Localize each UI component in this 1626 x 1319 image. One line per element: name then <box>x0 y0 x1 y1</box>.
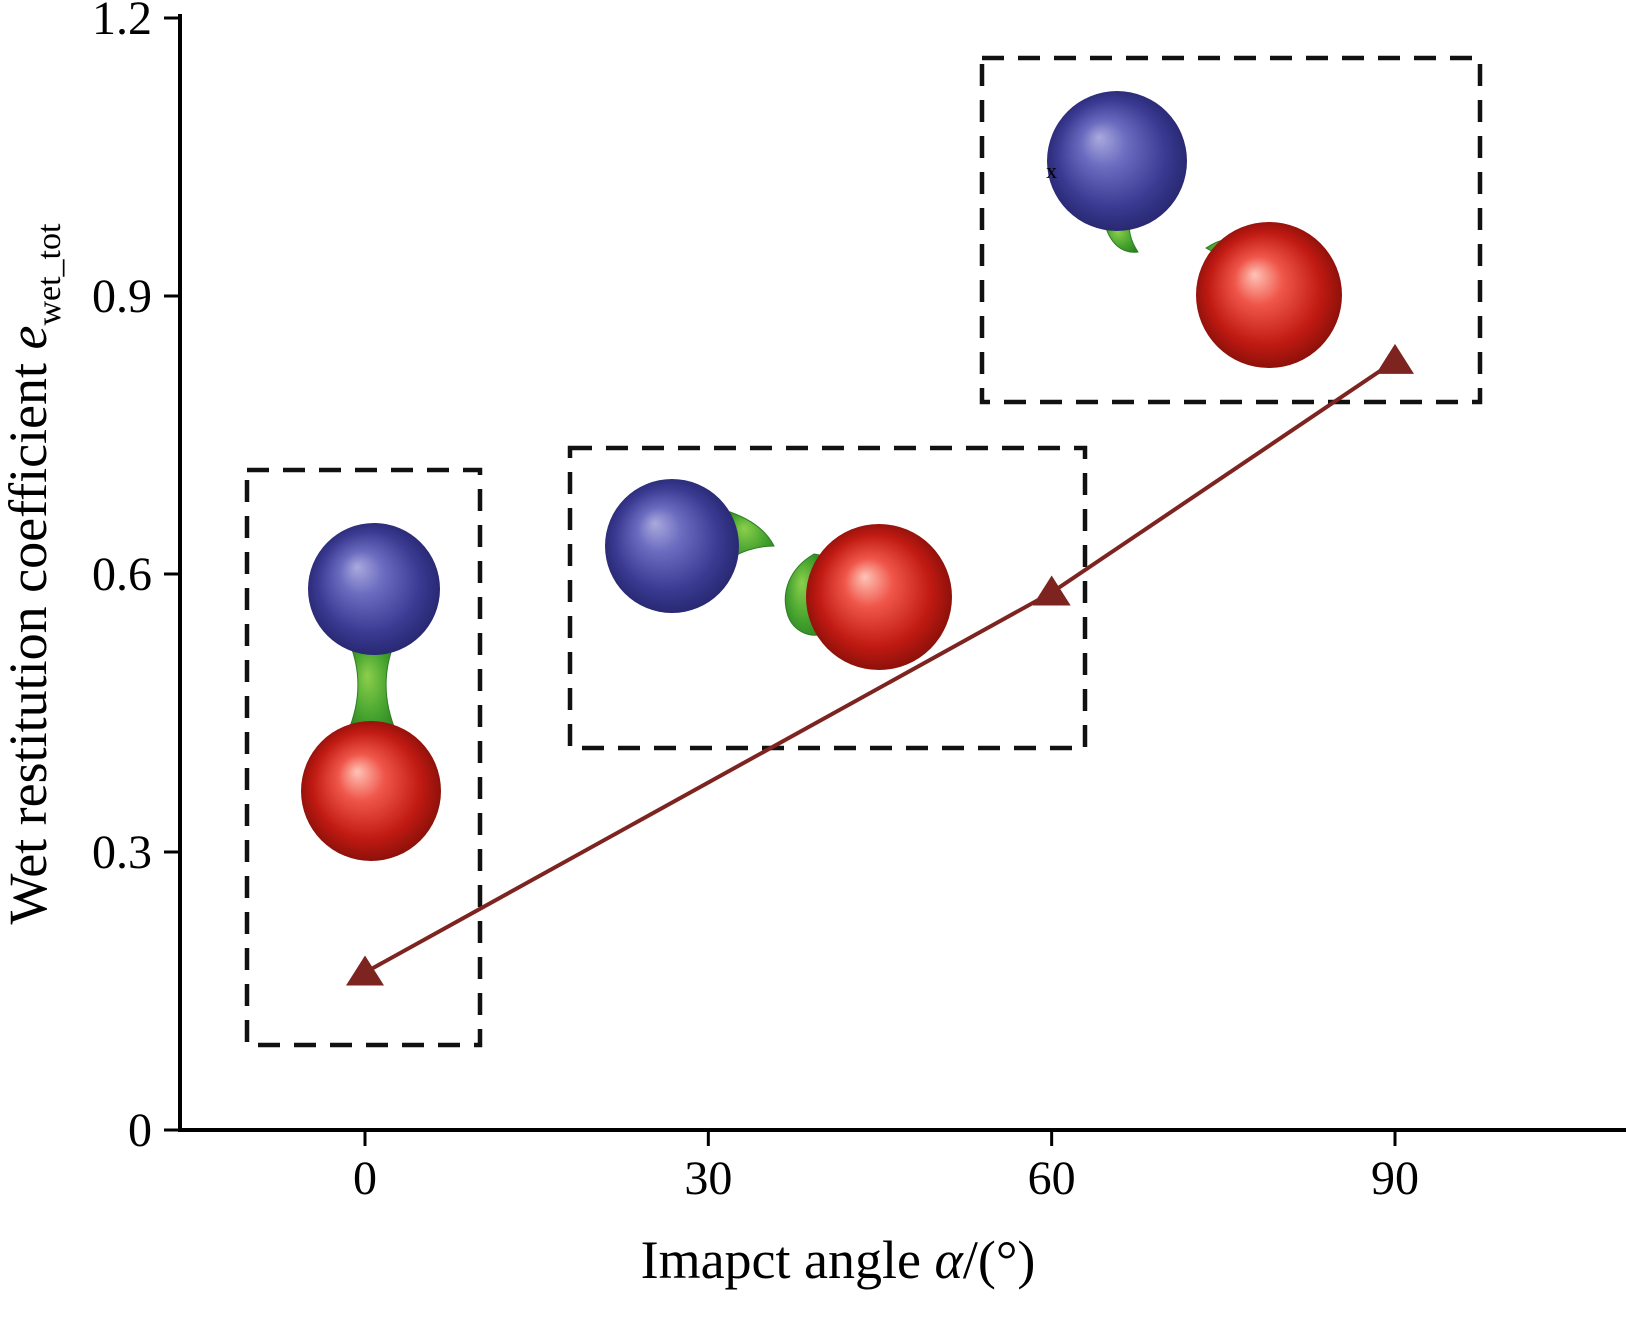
y-tick-label: 0.6 <box>92 548 152 601</box>
x-tick-label: 0 <box>353 1152 377 1205</box>
x-tick-label: 90 <box>1371 1152 1419 1205</box>
inset-dashed-border <box>567 445 1088 751</box>
inset-snapshot-90deg: x <box>979 55 1483 405</box>
y-tick-label: 0.9 <box>92 270 152 323</box>
blue-particle-sphere <box>1047 91 1187 231</box>
axes: 0 0.3 0.6 0.9 1.2 0 30 60 90 <box>92 0 1626 1205</box>
blue-particle-sphere <box>605 479 739 613</box>
series-marker-triangle <box>346 955 384 986</box>
series-marker-triangle <box>1375 343 1414 374</box>
red-particle-sphere <box>301 721 441 861</box>
y-tick-label: 0 <box>128 1104 152 1157</box>
inset-snapshots: x <box>244 55 1483 1048</box>
liquid-bridge <box>346 643 398 735</box>
data-series <box>346 343 1414 986</box>
red-particle-sphere <box>806 524 952 670</box>
y-axis-label-main: Wet restitution coefficient <box>0 349 58 924</box>
x-tick-label: 30 <box>684 1152 732 1205</box>
y-tick-label: 1.2 <box>92 0 152 45</box>
blue-particle-sphere <box>308 523 440 655</box>
inset-dashed-border <box>244 467 483 1048</box>
x-axis-label-suffix: /(°) <box>963 1230 1036 1290</box>
x-axis-label-variable: α <box>934 1230 964 1290</box>
inset-snapshot-0deg <box>244 467 483 1048</box>
y-tick-label: 0.3 <box>92 826 152 879</box>
inset-snapshot-oblique <box>567 445 1088 751</box>
red-particle-sphere <box>1196 222 1342 368</box>
x-tick-label: 60 <box>1028 1152 1076 1205</box>
y-axis-label-variable: e <box>0 326 58 350</box>
y-axis-label: Wet restitution coefficient ewet_tot <box>0 223 68 924</box>
series-marker-triangle <box>1032 575 1071 606</box>
x-axis-label-prefix: Imapct angle <box>641 1230 935 1290</box>
y-axis-label-subscript: wet_tot <box>31 223 68 326</box>
x-axis-label: Imapct angle α/(°) <box>641 1230 1036 1290</box>
inset-dashed-border <box>979 55 1483 405</box>
stray-marker-label: x <box>1046 158 1057 183</box>
